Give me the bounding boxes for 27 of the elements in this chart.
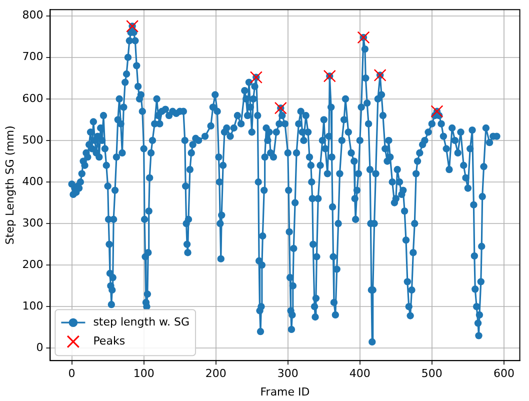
x-axis-title: Frame ID bbox=[260, 385, 310, 398]
x-tick-label: 400 bbox=[349, 367, 370, 380]
x-tick-label: 0 bbox=[68, 367, 76, 380]
y-tick-label: 600 bbox=[22, 92, 44, 105]
point bbox=[126, 20, 139, 32]
y-tick-label: 0 bbox=[36, 341, 44, 354]
point bbox=[274, 102, 287, 114]
y-tick-label: 100 bbox=[22, 299, 44, 312]
y-tick-label: 800 bbox=[22, 8, 44, 22]
x-tick-label: 300 bbox=[277, 367, 298, 380]
x-tick-label: 100 bbox=[133, 367, 154, 380]
point bbox=[357, 31, 370, 44]
y-tick-label: 500 bbox=[22, 133, 44, 146]
y-axis-title: Step Length SG (mm) bbox=[3, 126, 16, 245]
y-tick-label: 200 bbox=[22, 258, 44, 271]
x-tick-label: 600 bbox=[493, 367, 514, 380]
point bbox=[250, 71, 262, 84]
x-tick-label: 500 bbox=[421, 367, 442, 380]
y-tick-label: 400 bbox=[22, 174, 44, 188]
y-tick-label: 700 bbox=[22, 50, 44, 64]
point bbox=[374, 68, 386, 82]
point bbox=[323, 70, 336, 82]
legend-label: step length w. SG bbox=[93, 315, 190, 328]
point bbox=[430, 105, 444, 118]
legend-label: Peaks bbox=[93, 334, 126, 348]
x-tick-label: 200 bbox=[205, 367, 226, 380]
y-tick-label: 300 bbox=[22, 216, 44, 230]
